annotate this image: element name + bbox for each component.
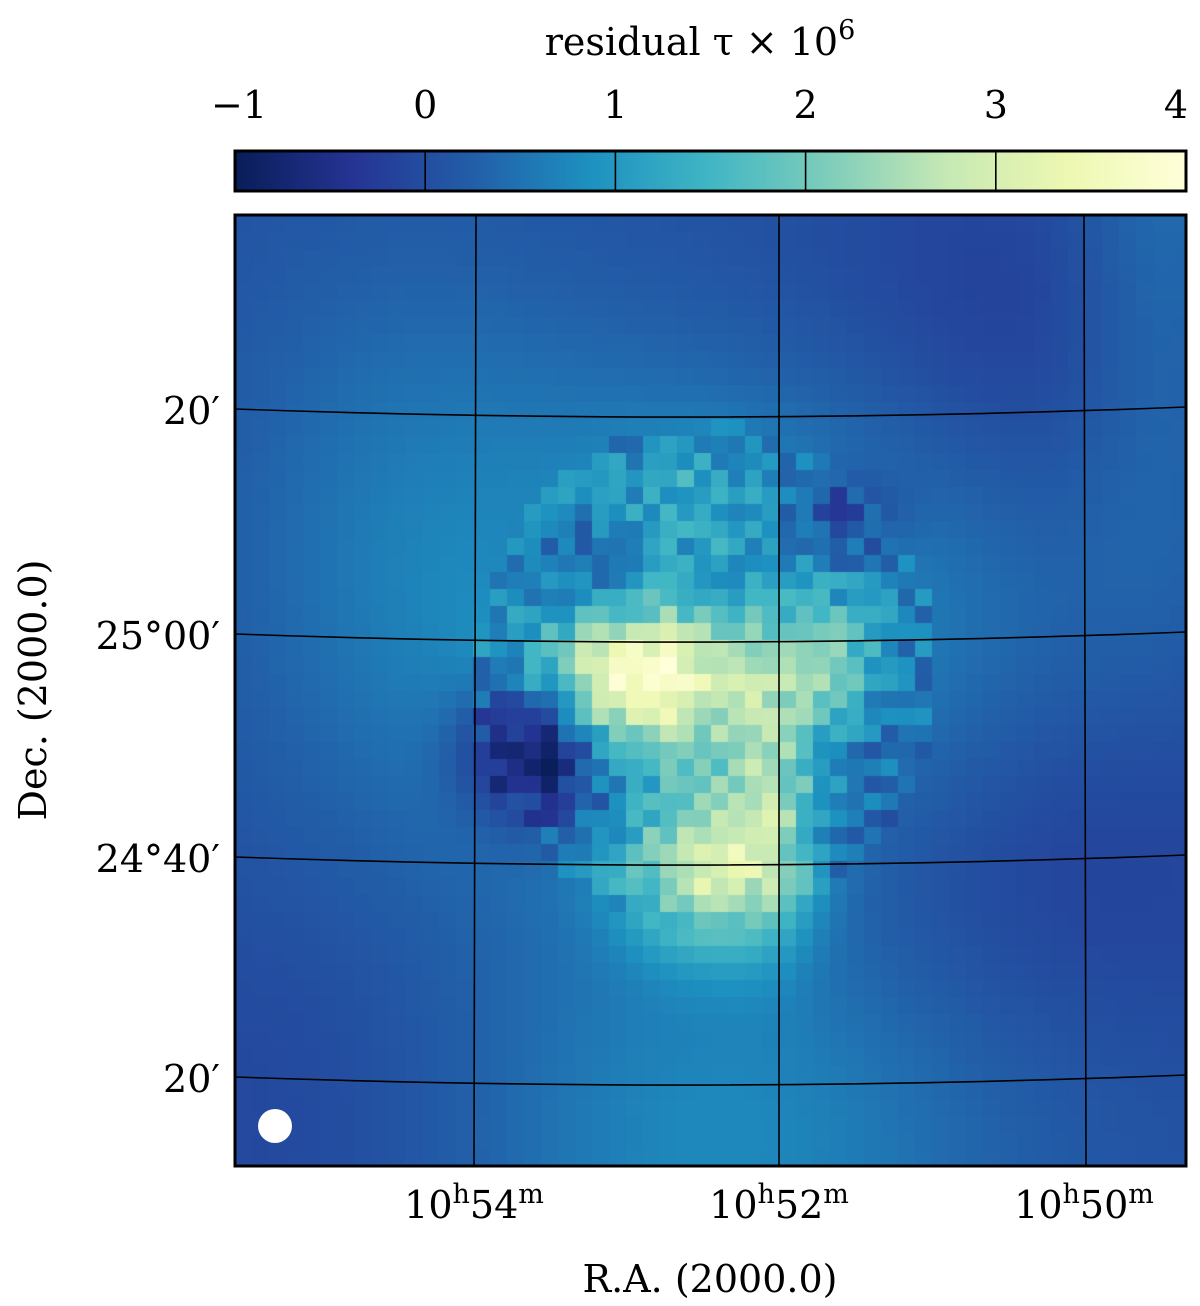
x-tick-label-52m: 10h52m [709,1179,849,1227]
colorbar [233,149,1188,193]
colorbar-label: residual τ × 106 [545,15,856,64]
colorbar-ticks [424,151,997,191]
colorbar-tick-label: −1 [211,83,267,127]
coordinate-grid [235,215,1186,1166]
colorbar-tick-label: 2 [794,83,818,127]
heatmap-plot [235,215,1186,1166]
colorbar-tick-labels: −1 0 1 2 3 4 [211,83,1188,127]
colorbar-tick-label: 1 [603,83,627,127]
x-tick-label-50m: 10h50m [1014,1179,1154,1227]
colorbar-tick-label: 0 [413,83,437,127]
dec-grid-line-25d20m [235,406,1186,418]
heatmap-image [235,215,1186,1166]
y-axis-label: Dec. (2000.0) [11,559,55,820]
ra-grid-line-50m [1083,215,1087,1166]
y-tick-label-25d20m: 20′ [163,389,220,433]
dec-grid-line-24d20m [235,1074,1186,1086]
ra-grid-line-54m [473,215,477,1166]
y-tick-label-24d20m: 20′ [163,1057,220,1101]
dec-grid-line-24d40m [235,854,1186,866]
y-tick-label-24d40m: 24°40′ [96,837,220,881]
y-tick-label-25d00m: 25°00′ [96,614,220,658]
plot-frame [233,213,1188,1168]
x-tick-labels: 10h54m 10h52m 10h50m [404,1179,1154,1227]
dec-grid-line-25d00m [235,631,1186,643]
x-axis-label: R.A. (2000.0) [583,1257,838,1301]
colorbar-tick-label: 3 [984,83,1008,127]
colorbar-tick-label: 4 [1164,83,1188,127]
y-tick-labels: 20′ 25°00′ 24°40′ 20′ [96,389,220,1101]
x-tick-label-54m: 10h54m [404,1179,544,1227]
beam-marker [258,1109,292,1143]
